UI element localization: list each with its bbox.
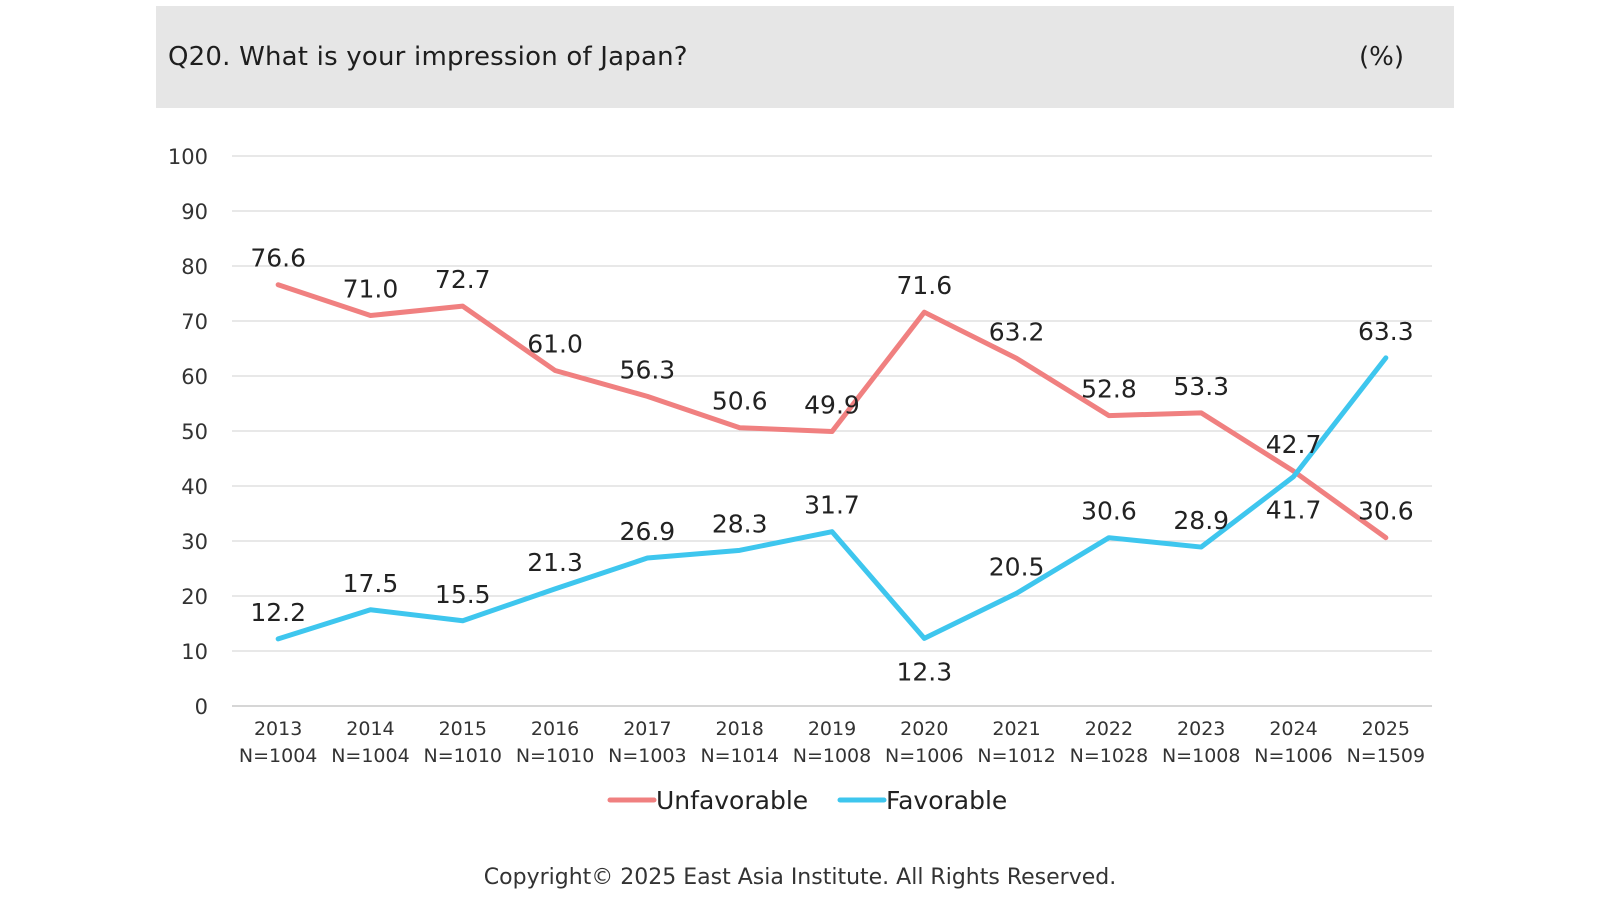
data-label-favorable: 30.6: [1081, 497, 1137, 526]
series-line-unfavorable: [275, 282, 1389, 541]
x-tick-label: 2016: [531, 718, 579, 740]
x-tick-sample-size: N=1014: [700, 745, 779, 767]
x-tick-sample-size: N=1008: [793, 745, 872, 767]
y-tick-label: 70: [181, 310, 208, 334]
chart-header: Q20. What is your impression of Japan? (…: [156, 6, 1454, 108]
y-tick-label: 60: [181, 365, 208, 389]
y-tick-label: 80: [181, 255, 208, 279]
data-label-unfavorable: 76.6: [250, 244, 306, 273]
series-line-favorable: [275, 355, 1389, 642]
x-tick-sample-size: N=1028: [1070, 745, 1149, 767]
unit-label: (%): [1359, 42, 1404, 72]
x-tick-sample-size: N=1004: [331, 745, 410, 767]
y-tick-label: 100: [168, 145, 208, 169]
legend-label-unfavorable: Unfavorable: [656, 786, 808, 815]
x-tick-label: 2020: [900, 718, 948, 740]
data-label-favorable: 12.3: [896, 657, 952, 686]
x-tick-label: 2018: [716, 718, 764, 740]
data-label-unfavorable: 52.8: [1081, 375, 1137, 404]
x-tick-sample-size: N=1010: [516, 745, 595, 767]
y-tick-label: 40: [181, 475, 208, 499]
x-tick-label: 2017: [623, 718, 671, 740]
data-label-unfavorable: 61.0: [527, 330, 583, 359]
x-tick-sample-size: N=1012: [977, 745, 1056, 767]
y-tick-label: 50: [181, 420, 208, 444]
copyright-notice: Copyright© 2025 East Asia Institute. All…: [483, 865, 1117, 890]
data-label-unfavorable: 49.9: [804, 391, 860, 420]
data-label-unfavorable: 50.6: [712, 387, 768, 416]
data-label-favorable: 12.2: [250, 598, 306, 627]
data-label-favorable: 28.9: [1173, 506, 1229, 535]
x-tick-label: 2024: [1269, 718, 1317, 740]
x-tick-sample-size: N=1006: [885, 745, 964, 767]
data-label-favorable: 41.7: [1266, 496, 1322, 525]
x-tick-label: 2022: [1085, 718, 1133, 740]
data-label-favorable: 28.3: [712, 509, 768, 538]
x-tick-sample-size: N=1010: [424, 745, 503, 767]
data-label-favorable: 15.5: [435, 580, 491, 609]
x-tick-label: 2015: [439, 718, 487, 740]
y-tick-label: 90: [181, 200, 208, 224]
x-tick-label: 2013: [254, 718, 302, 740]
x-tick-sample-size: N=1004: [239, 745, 318, 767]
data-label-favorable: 20.5: [989, 552, 1045, 581]
x-tick-sample-size: N=1006: [1254, 745, 1333, 767]
x-tick-label: 2019: [808, 718, 856, 740]
y-tick-label: 10: [181, 640, 208, 664]
data-label-favorable: 31.7: [804, 491, 860, 520]
x-tick-label: 2021: [992, 718, 1040, 740]
data-label-unfavorable: 71.0: [343, 275, 399, 304]
x-tick-sample-size: N=1509: [1347, 745, 1426, 767]
y-tick-label: 30: [181, 530, 208, 554]
data-label-unfavorable: 30.6: [1358, 497, 1414, 526]
x-tick-label: 2023: [1177, 718, 1225, 740]
data-label-favorable: 21.3: [527, 548, 583, 577]
chart-title: Q20. What is your impression of Japan?: [168, 42, 688, 72]
x-tick-sample-size: N=1003: [608, 745, 687, 767]
data-label-unfavorable: 53.3: [1173, 372, 1229, 401]
y-tick-label: 0: [195, 695, 208, 719]
x-tick-label: 2025: [1362, 718, 1410, 740]
data-label-unfavorable: 56.3: [620, 355, 676, 384]
data-label-unfavorable: 71.6: [896, 271, 952, 300]
x-tick-sample-size: N=1008: [1162, 745, 1241, 767]
legend-label-favorable: Favorable: [886, 786, 1007, 815]
data-label-unfavorable: 63.2: [989, 317, 1045, 346]
data-label-favorable: 26.9: [620, 517, 676, 546]
data-label-favorable: 17.5: [343, 569, 399, 598]
data-label-unfavorable: 72.7: [435, 265, 491, 294]
data-label-favorable: 63.3: [1358, 317, 1414, 346]
y-tick-label: 20: [181, 585, 208, 609]
x-tick-label: 2014: [346, 718, 394, 740]
data-label-unfavorable: 42.7: [1266, 430, 1322, 459]
